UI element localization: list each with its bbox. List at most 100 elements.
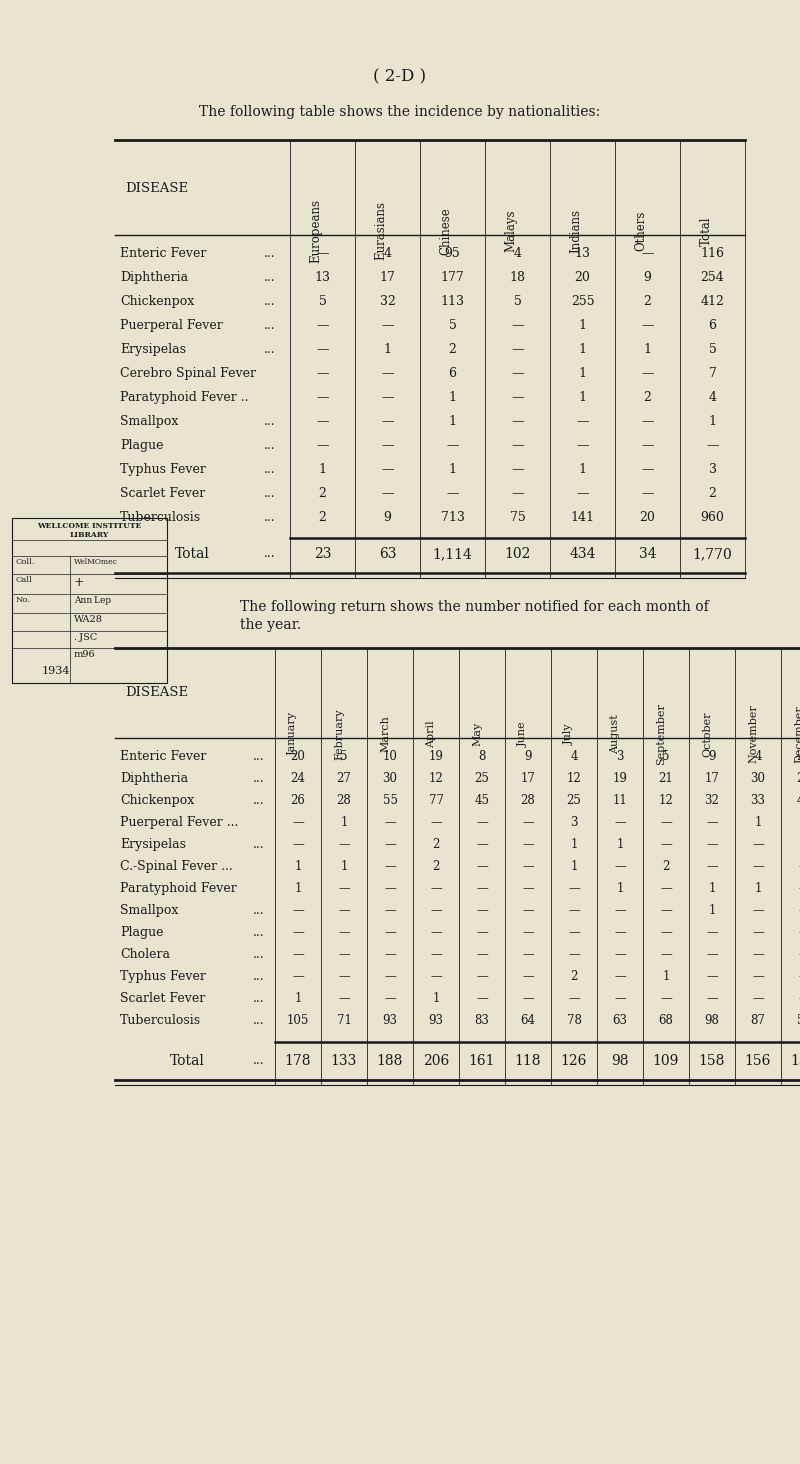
Text: 23: 23	[314, 548, 331, 561]
Text: ...: ...	[264, 319, 276, 332]
Text: —: —	[614, 927, 626, 938]
Text: —: —	[642, 247, 654, 261]
Text: —: —	[382, 414, 394, 427]
Text: 8: 8	[478, 750, 486, 763]
Text: —: —	[706, 971, 718, 982]
Text: —: —	[430, 815, 442, 829]
Text: 158: 158	[699, 1054, 725, 1069]
Text: 4: 4	[754, 750, 762, 763]
Text: —: —	[316, 247, 329, 261]
Text: 19: 19	[613, 772, 627, 785]
Text: 1: 1	[578, 319, 586, 332]
Text: —: —	[752, 903, 764, 916]
Text: August: August	[610, 714, 620, 754]
Text: 156: 156	[745, 1054, 771, 1069]
Text: April: April	[426, 720, 436, 748]
Text: 6: 6	[709, 319, 717, 332]
Text: —: —	[642, 463, 654, 476]
Text: 30: 30	[382, 772, 398, 785]
Text: 13: 13	[574, 247, 590, 261]
Text: —: —	[522, 903, 534, 916]
Text: 9: 9	[383, 511, 391, 524]
Text: 30: 30	[750, 772, 766, 785]
Text: —: —	[382, 319, 394, 332]
Text: ...: ...	[253, 1054, 265, 1067]
Text: 9: 9	[643, 271, 651, 284]
Text: WelMOmec: WelMOmec	[74, 558, 118, 567]
Text: 18: 18	[510, 271, 526, 284]
Text: 1: 1	[708, 903, 716, 916]
Text: —: —	[511, 463, 524, 476]
Text: 93: 93	[429, 1015, 443, 1028]
Text: ...: ...	[253, 772, 265, 785]
Text: 32: 32	[705, 793, 719, 807]
Text: —: —	[576, 488, 589, 501]
Text: 26: 26	[290, 793, 306, 807]
Text: —: —	[752, 949, 764, 960]
Text: Scarlet Fever: Scarlet Fever	[120, 488, 206, 501]
Text: —: —	[752, 993, 764, 1004]
Text: 45: 45	[474, 793, 490, 807]
Text: —: —	[384, 971, 396, 982]
Text: 412: 412	[701, 296, 725, 307]
Text: —: —	[382, 488, 394, 501]
Text: 6: 6	[449, 367, 457, 381]
Text: —: —	[660, 881, 672, 895]
Text: 960: 960	[701, 511, 725, 524]
Text: —: —	[476, 881, 488, 895]
Text: 20: 20	[639, 511, 655, 524]
Text: 9: 9	[524, 750, 532, 763]
Text: ...: ...	[264, 511, 276, 524]
Text: 116: 116	[701, 247, 725, 261]
Text: Europeans: Europeans	[310, 199, 322, 264]
Text: 68: 68	[658, 1015, 674, 1028]
Text: —: —	[798, 903, 800, 916]
Text: 71: 71	[337, 1015, 351, 1028]
Text: 1: 1	[318, 463, 326, 476]
Text: July: July	[564, 723, 574, 745]
Text: 109: 109	[653, 1054, 679, 1069]
Text: 2: 2	[318, 488, 326, 501]
Text: 255: 255	[570, 296, 594, 307]
Text: 1,114: 1,114	[433, 548, 473, 561]
Text: —: —	[642, 439, 654, 452]
Text: 1: 1	[340, 815, 348, 829]
Text: 75: 75	[510, 511, 526, 524]
Text: —: —	[384, 859, 396, 873]
Text: 93: 93	[382, 1015, 398, 1028]
Text: ...: ...	[253, 993, 265, 1004]
Text: May: May	[472, 722, 482, 747]
Text: —: —	[476, 815, 488, 829]
Text: —: —	[430, 971, 442, 982]
Text: 5: 5	[709, 343, 717, 356]
Text: No.: No.	[16, 596, 31, 605]
Text: —: —	[642, 367, 654, 381]
Text: DISEASE: DISEASE	[125, 687, 188, 698]
Text: 63: 63	[378, 548, 396, 561]
Text: ...: ...	[253, 927, 265, 938]
Text: ...: ...	[253, 949, 265, 960]
Text: 1: 1	[570, 859, 578, 873]
Text: WELLCOME INSTITUTE: WELLCOME INSTITUTE	[38, 523, 142, 530]
Text: 55: 55	[382, 793, 398, 807]
Text: —: —	[522, 881, 534, 895]
Text: October: October	[702, 712, 712, 757]
Text: 10: 10	[382, 750, 398, 763]
Text: 98: 98	[705, 1015, 719, 1028]
Text: WA28: WA28	[74, 615, 103, 624]
Text: —: —	[798, 927, 800, 938]
Text: Diphtheria: Diphtheria	[120, 271, 188, 284]
Text: —: —	[382, 367, 394, 381]
Text: 20: 20	[290, 750, 306, 763]
Text: —: —	[522, 971, 534, 982]
Text: —: —	[446, 488, 458, 501]
Text: —: —	[522, 949, 534, 960]
Text: 102: 102	[504, 548, 530, 561]
Text: 5: 5	[662, 750, 670, 763]
Text: —: —	[706, 815, 718, 829]
Text: 2: 2	[432, 859, 440, 873]
Text: 3: 3	[709, 463, 717, 476]
Text: 4: 4	[709, 391, 717, 404]
Text: —: —	[568, 993, 580, 1004]
Text: 32: 32	[379, 296, 395, 307]
